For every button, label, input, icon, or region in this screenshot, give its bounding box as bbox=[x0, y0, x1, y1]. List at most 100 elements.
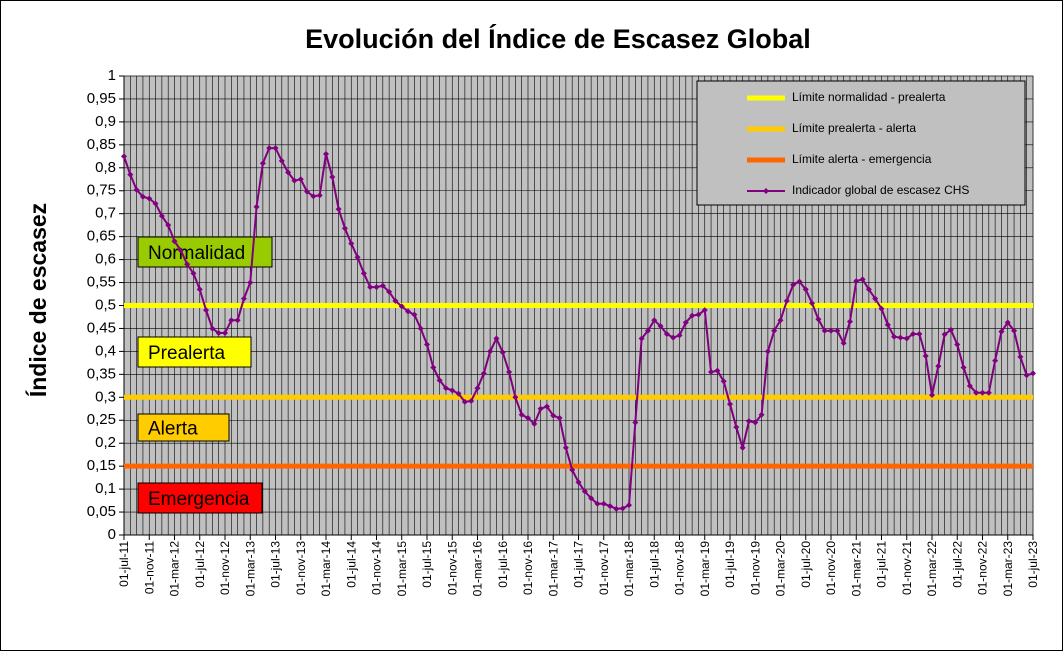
y-tick-label: 0,85 bbox=[87, 136, 116, 153]
data-point bbox=[878, 305, 885, 312]
data-point bbox=[177, 247, 184, 254]
y-tick-label: 1 bbox=[108, 67, 116, 84]
data-point bbox=[670, 334, 677, 341]
y-tick-label: 0,2 bbox=[95, 434, 116, 451]
data-point bbox=[474, 385, 481, 392]
y-tick-label: 0,9 bbox=[95, 113, 116, 130]
data-point bbox=[651, 317, 658, 324]
x-tick-label: 01-jul-22 bbox=[950, 541, 964, 588]
x-tick-label: 01-jul-11 bbox=[117, 541, 131, 587]
data-point bbox=[139, 193, 146, 200]
x-tick-label: 01-jul-13 bbox=[269, 541, 283, 588]
data-point bbox=[884, 321, 891, 328]
data-point bbox=[979, 389, 986, 396]
x-tick-label: 01-mar-15 bbox=[395, 541, 409, 597]
data-point bbox=[531, 420, 538, 427]
x-tick-label: 01-jul-17 bbox=[572, 541, 586, 588]
legend-label: Límite alerta - emergencia bbox=[792, 152, 932, 166]
data-point bbox=[209, 325, 216, 332]
data-point bbox=[512, 394, 519, 401]
data-point bbox=[121, 153, 127, 160]
data-point bbox=[165, 222, 172, 229]
data-point bbox=[196, 286, 203, 293]
data-point bbox=[386, 288, 393, 295]
y-tick-label: 0,8 bbox=[95, 159, 116, 176]
data-point bbox=[398, 303, 405, 310]
x-tick-label: 01-jul-23 bbox=[1026, 541, 1040, 588]
data-point bbox=[594, 500, 601, 507]
data-point bbox=[518, 411, 525, 418]
data-point bbox=[1023, 372, 1030, 379]
x-tick-label: 01-nov-17 bbox=[597, 541, 611, 595]
data-point bbox=[1004, 319, 1011, 326]
x-tick-label: 01-mar-14 bbox=[319, 541, 333, 597]
data-point bbox=[701, 307, 708, 314]
data-point bbox=[480, 370, 487, 377]
data-point bbox=[323, 151, 329, 158]
zone-label: Normalidad bbox=[148, 243, 245, 264]
y-tick-label: 0,7 bbox=[95, 205, 116, 222]
data-point bbox=[802, 286, 809, 293]
y-tick-label: 0,95 bbox=[87, 90, 116, 107]
data-point bbox=[171, 238, 178, 245]
y-tick-label: 0,65 bbox=[87, 228, 116, 245]
data-point bbox=[834, 327, 841, 334]
data-point bbox=[676, 332, 683, 339]
data-point bbox=[638, 335, 645, 342]
data-point bbox=[240, 295, 247, 302]
data-point bbox=[1017, 353, 1024, 360]
x-tick-label: 01-nov-19 bbox=[748, 541, 762, 595]
x-tick-label: 01-nov-14 bbox=[370, 541, 384, 595]
y-tick-label: 0,3 bbox=[95, 388, 116, 405]
y-axis-title: Índice de escasez bbox=[24, 203, 51, 397]
zone-box bbox=[137, 413, 230, 442]
data-point bbox=[379, 282, 386, 289]
data-point bbox=[853, 278, 860, 285]
data-point bbox=[190, 270, 197, 277]
x-tick-label: 01-jul-16 bbox=[496, 541, 510, 588]
y-tick-label: 0,4 bbox=[95, 342, 116, 359]
y-tick-label: 0,15 bbox=[87, 457, 116, 474]
data-point bbox=[392, 297, 399, 304]
data-point bbox=[764, 348, 771, 355]
data-point bbox=[543, 403, 550, 410]
legend bbox=[696, 80, 1026, 206]
data-point bbox=[941, 331, 948, 338]
data-point bbox=[253, 203, 260, 210]
data-point bbox=[461, 398, 468, 405]
zone-label: Prealerta bbox=[148, 343, 226, 364]
x-tick-label: 01-mar-12 bbox=[168, 541, 182, 597]
data-point bbox=[487, 348, 494, 355]
data-point bbox=[790, 281, 797, 288]
data-point bbox=[821, 327, 828, 334]
data-point bbox=[146, 195, 153, 202]
data-point bbox=[626, 502, 632, 509]
chart-title: Evolución del Índice de Escasez Global bbox=[305, 23, 811, 54]
data-point bbox=[777, 317, 784, 324]
data-point bbox=[575, 479, 582, 486]
data-point bbox=[506, 369, 513, 376]
data-point bbox=[929, 392, 935, 399]
data-point bbox=[644, 327, 651, 334]
x-tick-label: 01-mar-19 bbox=[698, 541, 712, 597]
zone-box bbox=[137, 482, 263, 514]
x-tick-label: 01-nov-11 bbox=[142, 541, 156, 594]
data-point bbox=[525, 414, 531, 421]
data-point bbox=[840, 340, 847, 347]
data-point bbox=[916, 330, 923, 337]
data-point bbox=[556, 414, 563, 421]
data-point bbox=[259, 160, 266, 167]
data-point bbox=[228, 317, 235, 324]
data-point bbox=[266, 145, 273, 152]
data-point bbox=[348, 240, 355, 247]
x-tick-label: 01-mar-22 bbox=[925, 541, 939, 597]
y-tick-label: 0,25 bbox=[87, 411, 116, 428]
data-point bbox=[897, 334, 904, 341]
data-point bbox=[720, 378, 727, 385]
data-point bbox=[739, 444, 746, 451]
data-point bbox=[727, 401, 733, 408]
data-point bbox=[569, 466, 576, 473]
data-point bbox=[783, 297, 790, 304]
data-point bbox=[278, 157, 285, 164]
